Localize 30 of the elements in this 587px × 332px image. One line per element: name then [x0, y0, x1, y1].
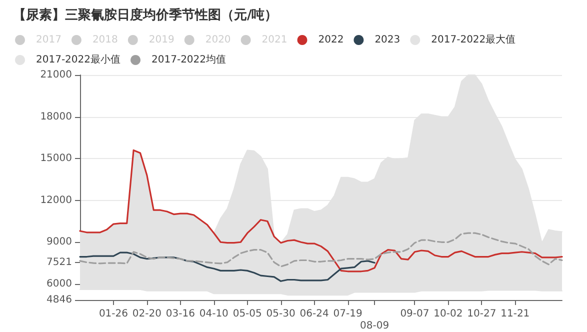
y-tick-label: 4846 [46, 294, 72, 306]
legend-label: 2017-2022均值 [152, 54, 226, 66]
line-series [79, 149, 563, 272]
legend-label: 2022 [318, 34, 344, 46]
line-series [79, 252, 376, 282]
x-tick-label: 07-19 [333, 308, 362, 320]
y-tick-label: 7521 [46, 257, 72, 268]
x-tick-label: 06-24 [300, 308, 329, 320]
y-tick-label: 6000 [46, 278, 72, 290]
line-series [79, 232, 563, 268]
x-tick-label: 10-02 [434, 308, 463, 320]
x-tick-label: 05-30 [266, 308, 296, 320]
x-tick-label: 05-05 [232, 308, 262, 320]
x-tick-label: 08-09 [360, 320, 390, 332]
x-tick-label: 03-16 [166, 308, 195, 320]
x-tick-label: 04-10 [199, 308, 228, 320]
x-tick-label: 01-26 [98, 308, 128, 320]
x-tick-label: 09-07 [400, 308, 430, 320]
y-tick-label: 18000 [40, 111, 72, 122]
y-tick-label: 21000 [40, 70, 72, 80]
x-tick-label: 11-21 [500, 308, 530, 320]
legend-label: 2023 [374, 34, 400, 46]
y-tick-label: 12000 [40, 194, 72, 206]
x-tick-label: 10-27 [467, 308, 496, 320]
legend-label: 2017-2022最小值 [36, 54, 121, 66]
chart-title: 【尿素】三聚氰胺日度均价季节性图（元/吨） [13, 7, 278, 23]
y-tick-label: 15000 [40, 153, 72, 164]
x-tick-label: 02-20 [132, 308, 162, 320]
y-tick-label: 9000 [46, 236, 72, 248]
legend-label: 2017-2022最大值 [431, 34, 516, 46]
